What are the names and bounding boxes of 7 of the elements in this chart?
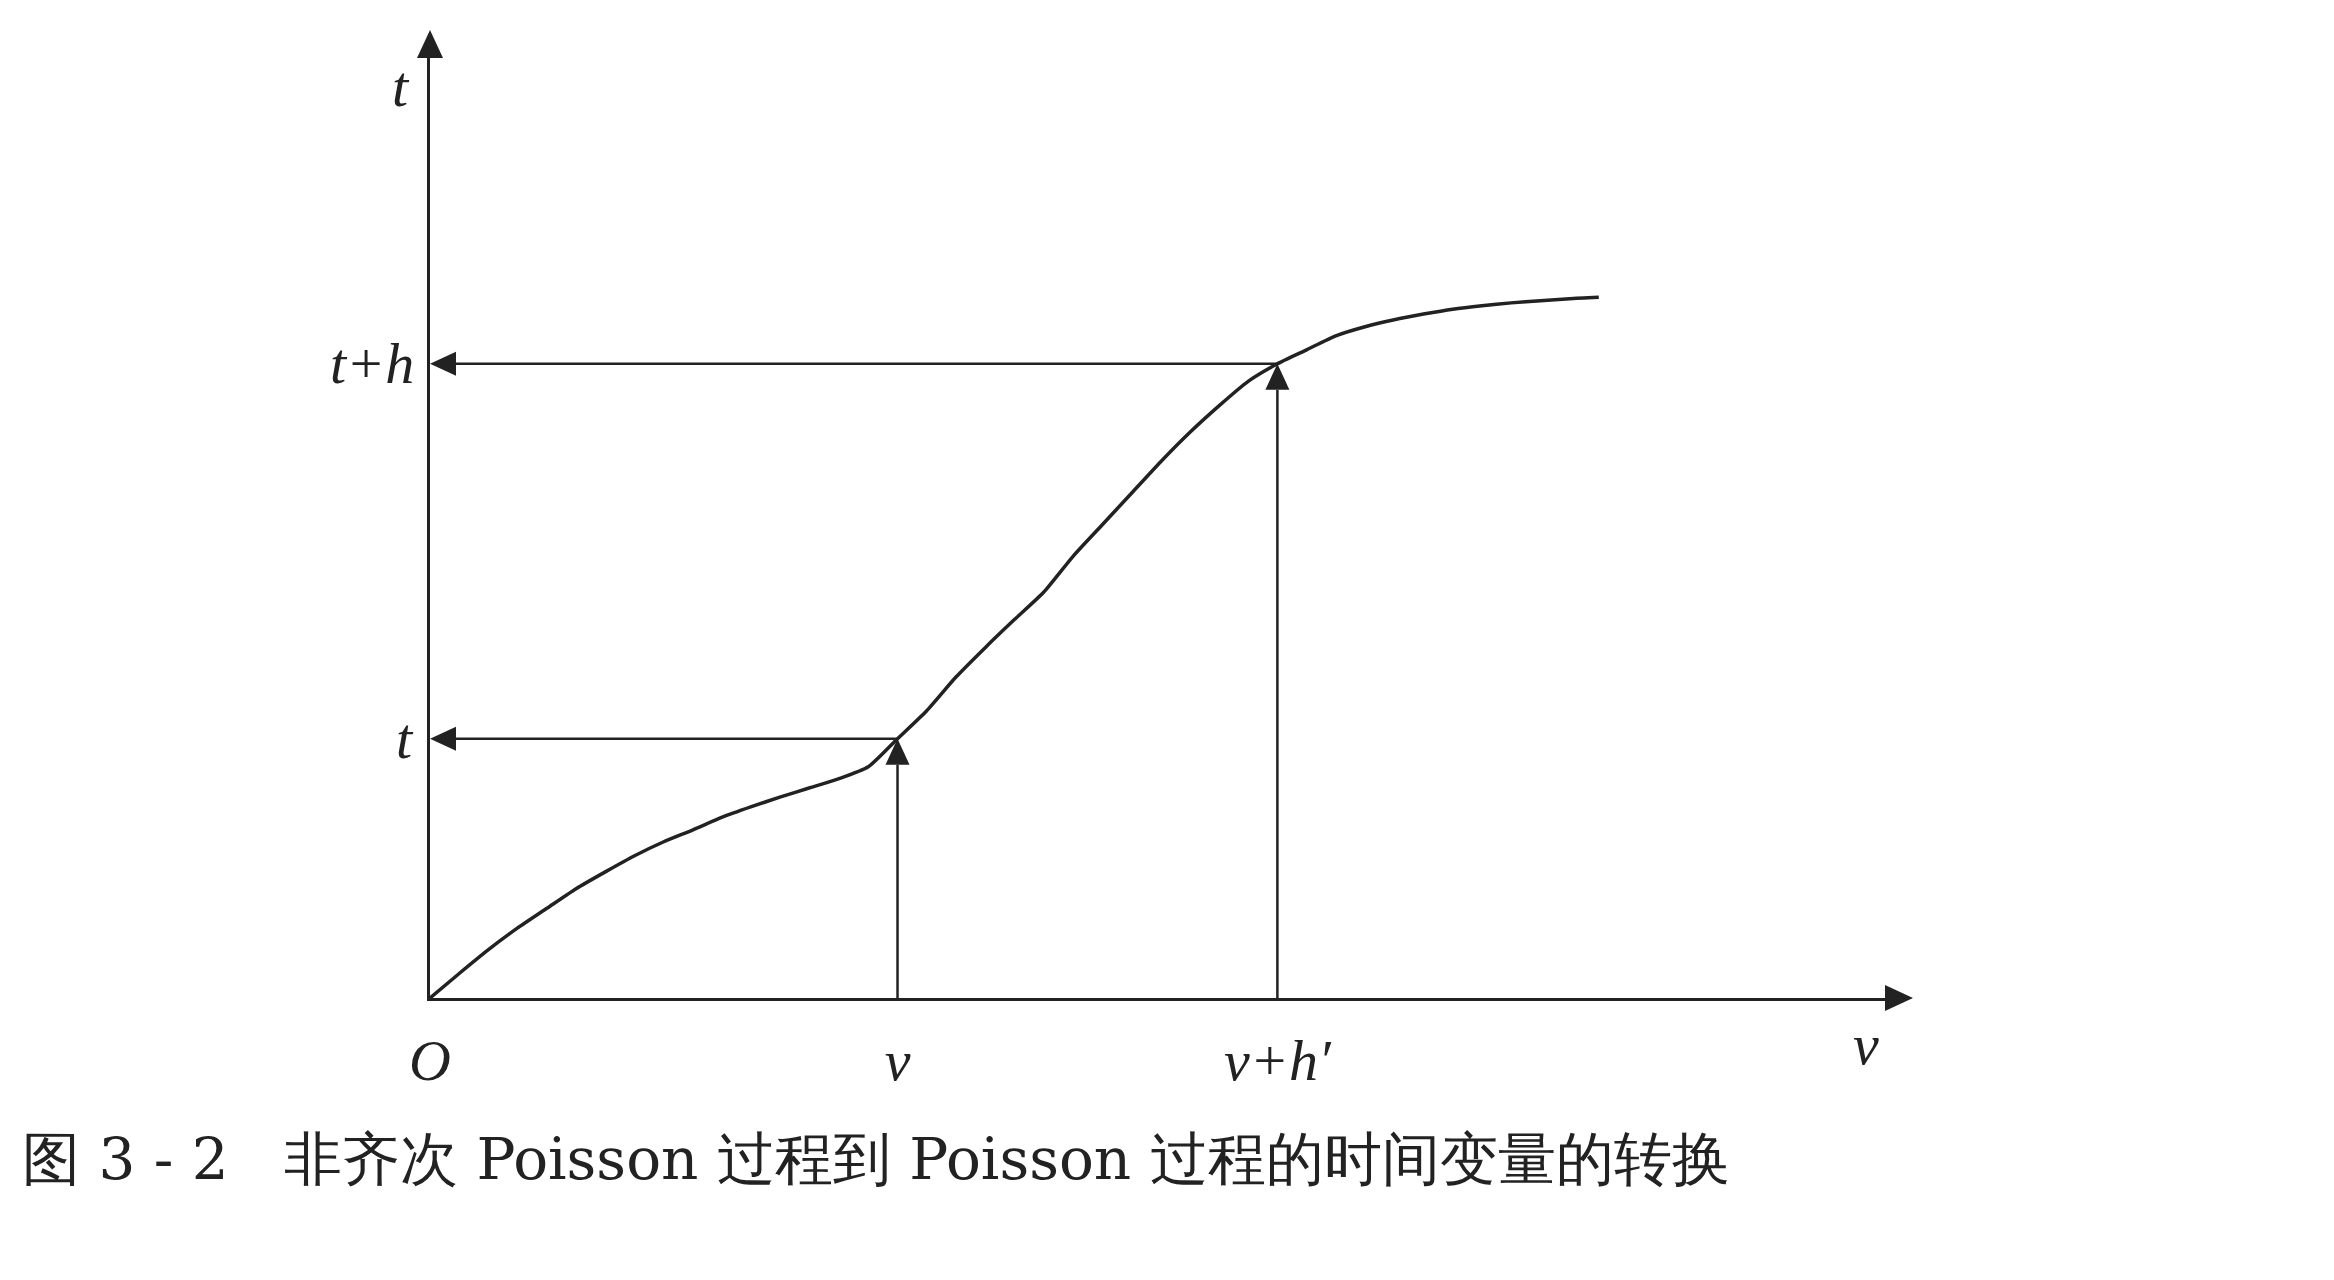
caption: 图 3 - 2 非齐次 Poisson 过程到 Poisson 过程的时间变量的转换 — [22, 1125, 1730, 1193]
x-tick-label: O — [409, 1028, 451, 1094]
y-axis-title: t — [392, 54, 410, 119]
annotation: t — [396, 706, 414, 771]
annotation: t+h — [330, 331, 415, 396]
x-tick-label: v — [884, 1028, 911, 1094]
x-tick-label: v+h′ — [1224, 1028, 1332, 1094]
